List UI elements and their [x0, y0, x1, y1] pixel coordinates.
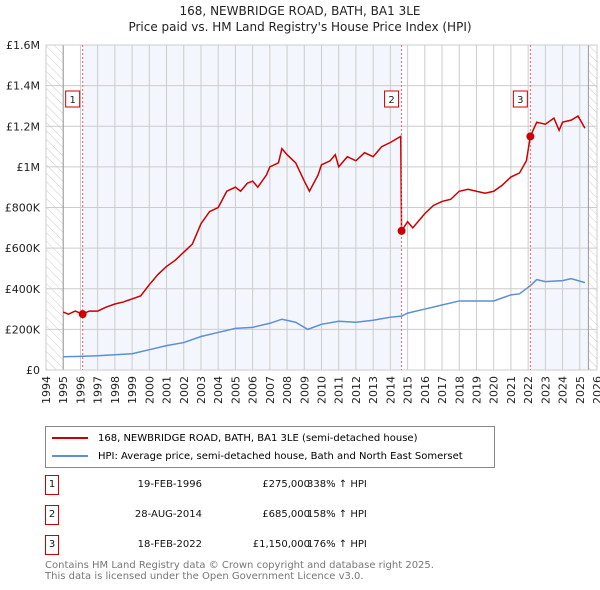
sale-hpi: 176% ↑ HPI — [307, 539, 367, 550]
sale-price: £275,000 — [262, 479, 310, 490]
sale-number: 2 — [45, 505, 59, 525]
x-tick-label: 2005 — [229, 376, 242, 404]
x-tick-label: 2015 — [402, 376, 415, 404]
legend-label: 168, NEWBRIDGE ROAD, BATH, BA1 3LE (semi… — [98, 432, 418, 444]
x-tick-label: 1999 — [126, 376, 139, 404]
y-tick-label: £600K — [5, 242, 41, 255]
x-tick-label: 1994 — [40, 376, 53, 404]
chart-title: 168, NEWBRIDGE ROAD, BATH, BA1 3LE — [179, 4, 421, 18]
x-tick-label: 2008 — [281, 376, 294, 404]
legend-item-property: 168, NEWBRIDGE ROAD, BATH, BA1 3LE (semi… — [52, 431, 417, 445]
x-tick-label: 2001 — [161, 376, 174, 404]
legend-item-hpi: HPI: Average price, semi-detached house,… — [52, 449, 463, 463]
legend-label: HPI: Average price, semi-detached house,… — [98, 450, 463, 462]
sale-hpi: 338% ↑ HPI — [307, 479, 367, 490]
x-tick-label: 2004 — [212, 376, 225, 404]
x-tick-label: 2002 — [178, 376, 191, 404]
sale-label: 3 — [517, 95, 523, 106]
x-tick-label: 1995 — [57, 376, 70, 404]
sale-point — [526, 132, 535, 141]
sale-label-box — [65, 90, 81, 108]
x-tick-label: 2010 — [316, 376, 329, 404]
footer-line: This data is licensed under the Open Gov… — [45, 571, 364, 582]
sale-number: 1 — [45, 475, 59, 495]
sale-hpi: 158% ↑ HPI — [307, 509, 367, 520]
sale-number: 3 — [45, 535, 59, 555]
x-tick-label: 1998 — [109, 376, 122, 404]
y-tick-label: £1M — [17, 161, 41, 174]
sale-label-box — [384, 90, 400, 108]
x-tick-label: 2020 — [488, 376, 501, 404]
sale-date: 19-FEB-1996 — [137, 479, 202, 490]
x-tick-label: 1997 — [92, 376, 105, 404]
sale-label-box — [512, 90, 528, 108]
x-tick-label: 2021 — [505, 376, 518, 404]
price-chart: 1994 1995 1996 1997 1998 1999 2000 2001 2002 2003… — [5, 39, 600, 404]
sale-label: 1 — [69, 95, 75, 106]
x-tick-label: 1996 — [74, 376, 87, 404]
sale-price: £685,000 — [262, 509, 310, 520]
plot-border — [45, 44, 598, 371]
red-line-swatch — [52, 437, 88, 439]
x-tick-label: 2003 — [195, 376, 208, 404]
x-tick-label: 2013 — [367, 376, 380, 404]
x-tick-label: 2022 — [522, 376, 535, 404]
chart-subtitle: Price paid vs. HM Land Registry's House … — [128, 20, 472, 34]
y-tick-label: £800K — [5, 202, 41, 215]
property-price-line — [62, 115, 586, 315]
y-tick-label: £1.6M — [6, 39, 40, 52]
sale-point — [397, 226, 406, 235]
x-tick-label: 2000 — [143, 376, 156, 404]
sale-point — [78, 310, 87, 319]
x-tick-label: 2012 — [350, 376, 363, 404]
y-tick-label: £400K — [5, 283, 41, 296]
footer: Contains HM Land Registry data © Crown c… — [45, 560, 434, 582]
y-tick-label: £200K — [5, 323, 41, 336]
x-tick-label: 2006 — [247, 376, 260, 404]
x-tick-label: 2014 — [384, 376, 397, 404]
x-tick-label: 2019 — [470, 376, 483, 404]
x-tick-label: 2025 — [574, 376, 587, 404]
sale-date: 18-FEB-2022 — [137, 539, 202, 550]
x-tick-label: 2017 — [436, 376, 449, 404]
blue-line-swatch — [52, 455, 88, 457]
y-tick-label: £1.4M — [6, 80, 40, 93]
x-tick-label: 2024 — [557, 376, 570, 404]
y-tick-label: £0 — [26, 364, 40, 377]
x-tick-label: 2023 — [539, 376, 552, 404]
x-tick-label: 2007 — [264, 376, 277, 404]
legend: 168, NEWBRIDGE ROAD, BATH, BA1 3LE (semi… — [45, 426, 495, 468]
x-tick-label: 2009 — [298, 376, 311, 404]
x-tick-label: 2016 — [419, 376, 432, 404]
x-tick-label: 2018 — [453, 376, 466, 404]
hpi-line — [63, 277, 586, 358]
sale-price: £1,150,000 — [252, 539, 310, 550]
x-tick-label: 2026 — [591, 376, 600, 404]
footer-line: Contains HM Land Registry data © Crown c… — [45, 560, 434, 571]
sale-label: 2 — [388, 95, 394, 106]
sale-date: 28-AUG-2014 — [134, 509, 202, 520]
y-tick-label: £1.2M — [6, 120, 40, 133]
x-tick-label: 2011 — [333, 376, 346, 404]
